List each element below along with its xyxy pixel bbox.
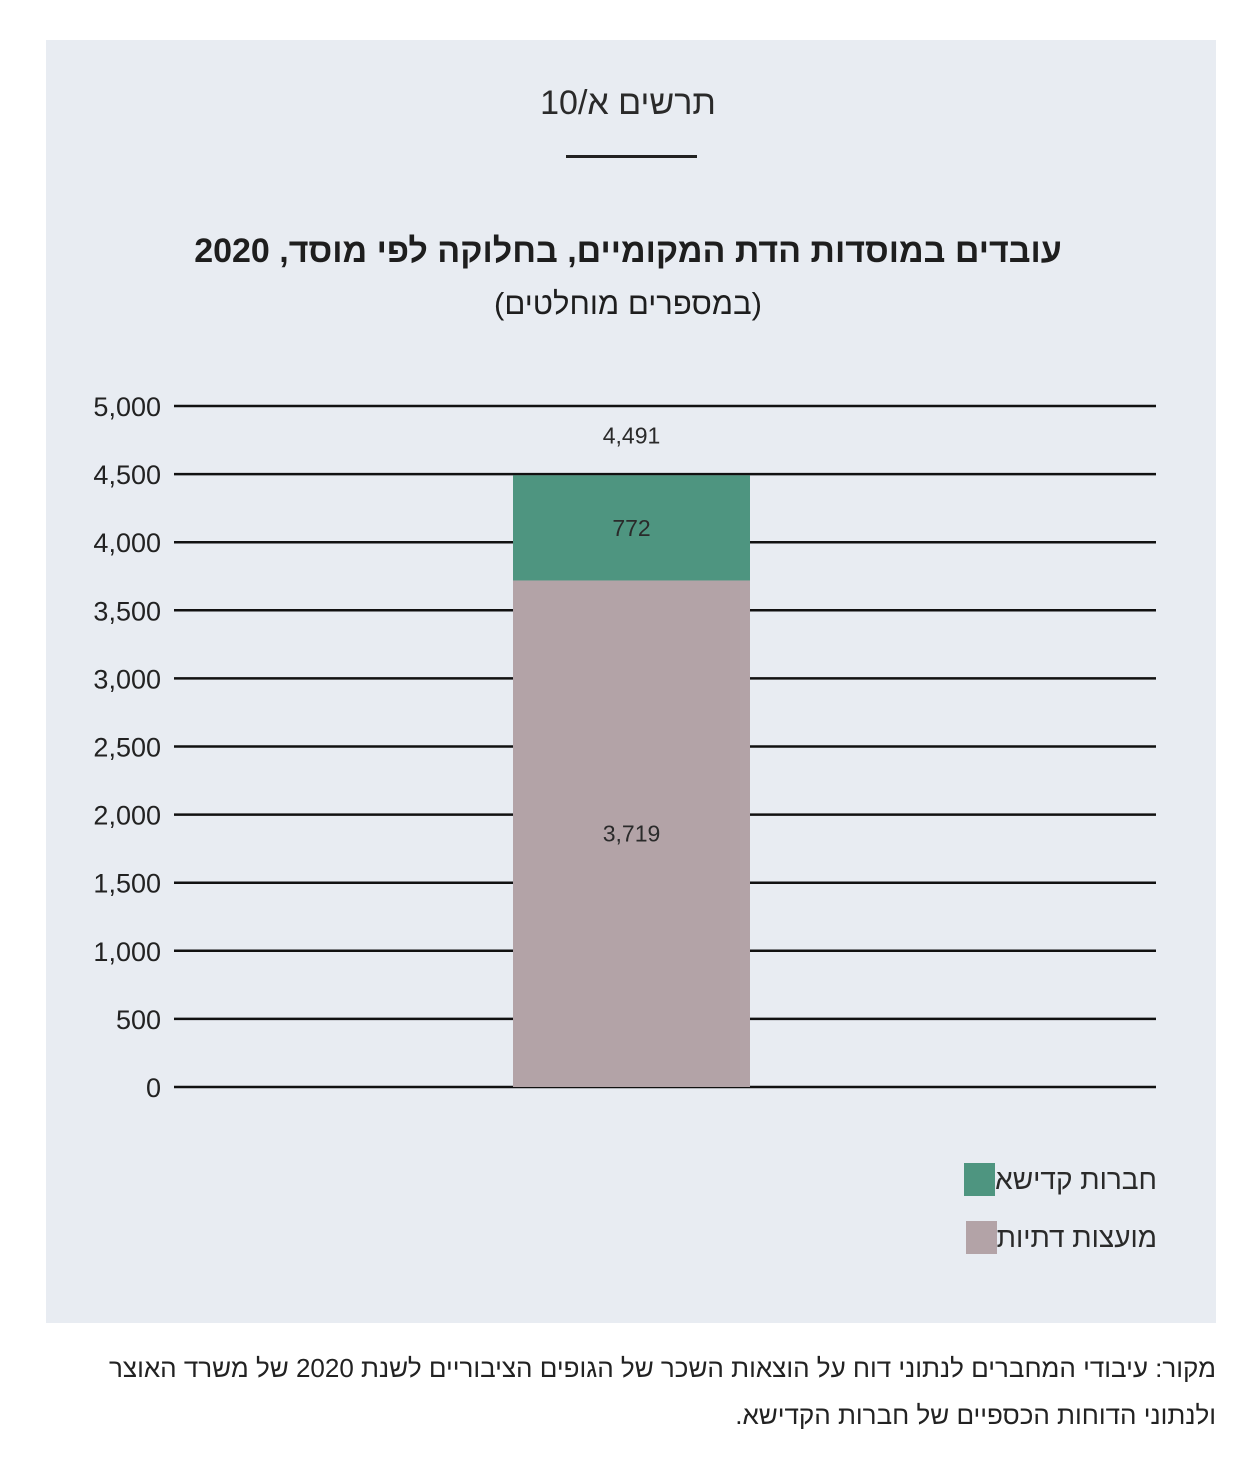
figure-label-underline bbox=[566, 155, 697, 158]
y-tick-label: 3,000 bbox=[93, 664, 161, 694]
legend-label: מועצות דתיות bbox=[996, 1221, 1157, 1253]
legend-item-moatzot-datiot: מועצות דתיות bbox=[956, 1221, 1157, 1254]
chart-subtitle: (במספרים מוחלטים) bbox=[494, 286, 762, 321]
legend-label: חברות קדישא bbox=[995, 1163, 1157, 1195]
y-tick-label: 0 bbox=[146, 1073, 161, 1103]
y-tick-label: 5,000 bbox=[93, 392, 161, 422]
data-label: 3,719 bbox=[603, 821, 661, 847]
bar-segment bbox=[513, 475, 750, 581]
y-tick-label: 1,000 bbox=[93, 937, 161, 967]
legend-swatch-mauve bbox=[965, 1221, 997, 1254]
legend-swatch-green bbox=[964, 1163, 996, 1196]
y-tick-label: 500 bbox=[116, 1005, 161, 1035]
y-tick-label: 2,000 bbox=[93, 801, 161, 831]
source-note: מקור: עיבודי המחברים לנתוני דוח על הוצאו… bbox=[109, 1353, 1216, 1430]
total-label: 4,491 bbox=[603, 422, 661, 448]
figure-label: תרשים א/10 bbox=[540, 84, 716, 122]
y-tick-label: 1,500 bbox=[93, 869, 161, 899]
y-tick-label: 3,500 bbox=[93, 596, 161, 626]
y-tick-label: 4,500 bbox=[93, 460, 161, 490]
data-label: 772 bbox=[612, 515, 650, 541]
y-tick-label: 2,500 bbox=[93, 733, 161, 763]
bar-segment bbox=[513, 580, 750, 1087]
y-tick-label: 4,000 bbox=[93, 528, 161, 558]
legend-item-hevrot-kadisha: חברות קדישא bbox=[954, 1163, 1157, 1196]
chart-title: עובדים במוסדות הדת המקומיים, בחלוקה לפי … bbox=[194, 232, 1062, 270]
